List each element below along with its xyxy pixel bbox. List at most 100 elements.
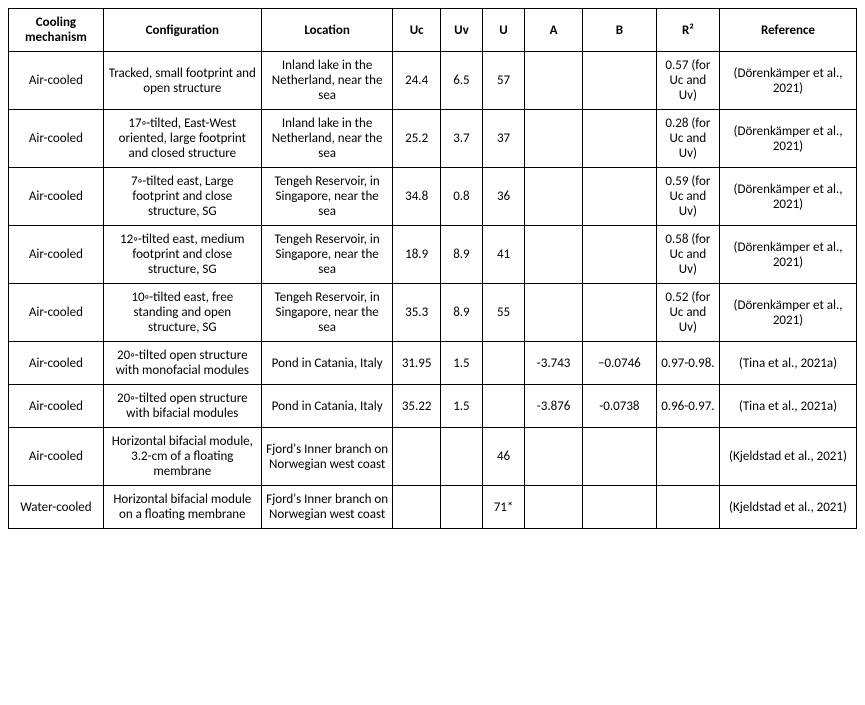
cell-ref: (Kjeldstad et al., 2021) <box>719 486 856 529</box>
table-row: Air-cooled20◦-tilted open structure with… <box>9 385 857 428</box>
cell-r2 <box>656 486 719 529</box>
cell-b: -0.0738 <box>583 385 657 428</box>
cell-r2: 0.57 (for Uc and Uv) <box>656 52 719 110</box>
table-row: Air-cooledTracked, small footprint and o… <box>9 52 857 110</box>
cell-config: Tracked, small footprint and open struct… <box>103 52 261 110</box>
cell-config: 20◦-tilted open structure with monofacia… <box>103 342 261 385</box>
cell-b <box>583 226 657 284</box>
cell-location: Tengeh Reservoir, in Singapore, near the… <box>261 168 393 226</box>
cell-config: 17◦-tilted, East-West oriented, large fo… <box>103 110 261 168</box>
cell-ref: (Kjeldstad et al., 2021) <box>719 428 856 486</box>
table-row: Air-cooled20◦-tilted open structure with… <box>9 342 857 385</box>
cell-b: −0.0746 <box>583 342 657 385</box>
cell-uc: 35.3 <box>393 284 440 342</box>
cell-config: Horizontal bifacial module, 3.2-cm of a … <box>103 428 261 486</box>
cell-location: Inland lake in the Netherland, near the … <box>261 52 393 110</box>
cell-r2: 0.58 (for Uc and Uv) <box>656 226 719 284</box>
cell-uc: 25.2 <box>393 110 440 168</box>
cell-uc: 31.95 <box>393 342 440 385</box>
cell-u: 41 <box>482 226 524 284</box>
cell-b <box>583 486 657 529</box>
table-row: Air-cooled10◦-tilted east, free standing… <box>9 284 857 342</box>
cell-location: Tengeh Reservoir, in Singapore, near the… <box>261 284 393 342</box>
cell-cooling: Air-cooled <box>9 226 104 284</box>
cell-r2 <box>656 428 719 486</box>
table-row: Water-cooledHorizontal bifacial module o… <box>9 486 857 529</box>
cell-location: Tengeh Reservoir, in Singapore, near the… <box>261 226 393 284</box>
cell-b <box>583 284 657 342</box>
cell-uv <box>440 428 482 486</box>
cell-a: -3.876 <box>525 385 583 428</box>
cell-uv <box>440 486 482 529</box>
cell-u <box>482 385 524 428</box>
cell-uv: 3.7 <box>440 110 482 168</box>
cell-uv: 0.8 <box>440 168 482 226</box>
table-header-row: Cooling mechanism Configuration Location… <box>9 9 857 52</box>
cell-a <box>525 486 583 529</box>
cell-config: 7◦-tilted east, Large footprint and clos… <box>103 168 261 226</box>
cell-uc <box>393 486 440 529</box>
cell-ref: (Dörenkämper et al., 2021) <box>719 110 856 168</box>
cell-uc <box>393 428 440 486</box>
cell-cooling: Air-cooled <box>9 110 104 168</box>
table-body: Air-cooledTracked, small footprint and o… <box>9 52 857 529</box>
cell-a <box>525 428 583 486</box>
cell-location: Inland lake in the Netherland, near the … <box>261 110 393 168</box>
cell-b <box>583 52 657 110</box>
cell-u: 57 <box>482 52 524 110</box>
cell-uv: 1.5 <box>440 342 482 385</box>
cell-u: 71* <box>482 486 524 529</box>
cell-a <box>525 226 583 284</box>
cell-cooling: Air-cooled <box>9 168 104 226</box>
table-row: Air-cooled12◦-tilted east, medium footpr… <box>9 226 857 284</box>
cell-u: 37 <box>482 110 524 168</box>
cell-config: 10◦-tilted east, free standing and open … <box>103 284 261 342</box>
cell-uv: 6.5 <box>440 52 482 110</box>
header-config: Configuration <box>103 9 261 52</box>
cell-config: 12◦-tilted east, medium footprint and cl… <box>103 226 261 284</box>
cell-a: -3.743 <box>525 342 583 385</box>
cell-a <box>525 110 583 168</box>
cell-cooling: Air-cooled <box>9 284 104 342</box>
cell-a <box>525 52 583 110</box>
cell-cooling: Water-cooled <box>9 486 104 529</box>
cell-a <box>525 284 583 342</box>
header-cooling: Cooling mechanism <box>9 9 104 52</box>
cell-cooling: Air-cooled <box>9 428 104 486</box>
cell-uv: 8.9 <box>440 284 482 342</box>
table-row: Air-cooledHorizontal bifacial module, 3.… <box>9 428 857 486</box>
cell-ref: (Tina et al., 2021a) <box>719 342 856 385</box>
cell-config: Horizontal bifacial module on a floating… <box>103 486 261 529</box>
cell-location: Pond in Catania, Italy <box>261 385 393 428</box>
cell-ref: (Dörenkämper et al., 2021) <box>719 168 856 226</box>
header-b: B <box>583 9 657 52</box>
cell-cooling: Air-cooled <box>9 342 104 385</box>
table-row: Air-cooled17◦-tilted, East-West oriented… <box>9 110 857 168</box>
cell-u: 46 <box>482 428 524 486</box>
cell-r2: 0.59 (for Uc and Uv) <box>656 168 719 226</box>
header-a: A <box>525 9 583 52</box>
cell-u: 36 <box>482 168 524 226</box>
cell-location: Fjord's Inner branch on Norwegian west c… <box>261 486 393 529</box>
cell-b <box>583 110 657 168</box>
cell-config: 20◦-tilted open structure with bifacial … <box>103 385 261 428</box>
header-reference: Reference <box>719 9 856 52</box>
cell-r2: 0.97-0.98. <box>656 342 719 385</box>
cell-ref: (Dörenkämper et al., 2021) <box>719 226 856 284</box>
header-uc: Uc <box>393 9 440 52</box>
cell-cooling: Air-cooled <box>9 385 104 428</box>
cell-uc: 24.4 <box>393 52 440 110</box>
cell-uv: 1.5 <box>440 385 482 428</box>
cell-uc: 35.22 <box>393 385 440 428</box>
cell-ref: (Dörenkämper et al., 2021) <box>719 284 856 342</box>
cell-b <box>583 168 657 226</box>
cell-r2: 0.28 (for Uc and Uv) <box>656 110 719 168</box>
cell-r2: 0.52 (for Uc and Uv) <box>656 284 719 342</box>
header-u: U <box>482 9 524 52</box>
cell-u <box>482 342 524 385</box>
fpv-cooling-parameters-table: Cooling mechanism Configuration Location… <box>8 8 857 529</box>
table-header: Cooling mechanism Configuration Location… <box>9 9 857 52</box>
cell-location: Fjord's Inner branch on Norwegian west c… <box>261 428 393 486</box>
cell-cooling: Air-cooled <box>9 52 104 110</box>
cell-r2: 0.96-0.97. <box>656 385 719 428</box>
